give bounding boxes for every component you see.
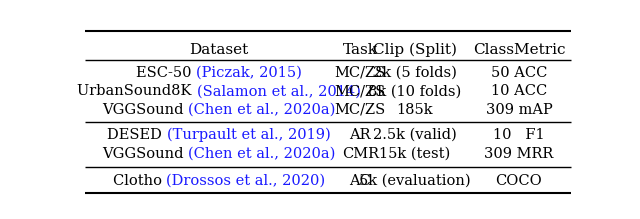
Text: 309 mAP: 309 mAP (486, 103, 552, 117)
Text: 50 ACC: 50 ACC (491, 66, 547, 80)
Text: 10 ACC: 10 ACC (491, 84, 547, 98)
Text: (Salamon et al., 2014): (Salamon et al., 2014) (196, 84, 360, 98)
Text: COCO: COCO (495, 174, 542, 188)
Text: Task: Task (343, 43, 378, 57)
Text: Clotho: Clotho (113, 174, 166, 188)
Text: 2.5k (valid): 2.5k (valid) (373, 128, 457, 142)
Text: Clip (Split): Clip (Split) (372, 43, 457, 57)
Text: MC/ZS: MC/ZS (335, 66, 386, 80)
Text: CMR: CMR (342, 147, 379, 161)
Text: ESC-50: ESC-50 (136, 66, 196, 80)
Text: MC/ZS: MC/ZS (335, 84, 386, 98)
Text: AC: AC (349, 174, 371, 188)
Text: 5k (evaluation): 5k (evaluation) (359, 174, 470, 188)
Text: MC/ZS: MC/ZS (335, 103, 386, 117)
Text: (Chen et al., 2020a): (Chen et al., 2020a) (188, 103, 335, 117)
Text: 10   F1: 10 F1 (493, 128, 545, 142)
Text: 8k (10 folds): 8k (10 folds) (368, 84, 461, 98)
Text: ClassMetric: ClassMetric (473, 43, 565, 57)
Text: VGGSound: VGGSound (102, 103, 188, 117)
Text: (Turpault et al., 2019): (Turpault et al., 2019) (167, 128, 330, 142)
Text: (Chen et al., 2020a): (Chen et al., 2020a) (188, 147, 335, 161)
Text: 185k: 185k (397, 103, 433, 117)
Text: Dataset: Dataset (189, 43, 248, 57)
Text: UrbanSound8K: UrbanSound8K (77, 84, 196, 98)
Text: DESED: DESED (108, 128, 167, 142)
Text: 2k (5 folds): 2k (5 folds) (373, 66, 457, 80)
Text: 309 MRR: 309 MRR (484, 147, 554, 161)
Text: VGGSound: VGGSound (102, 147, 188, 161)
Text: AR: AR (349, 128, 371, 142)
Text: (Piczak, 2015): (Piczak, 2015) (196, 66, 302, 80)
Text: 15k (test): 15k (test) (379, 147, 451, 161)
Text: (Drossos et al., 2020): (Drossos et al., 2020) (166, 174, 325, 188)
